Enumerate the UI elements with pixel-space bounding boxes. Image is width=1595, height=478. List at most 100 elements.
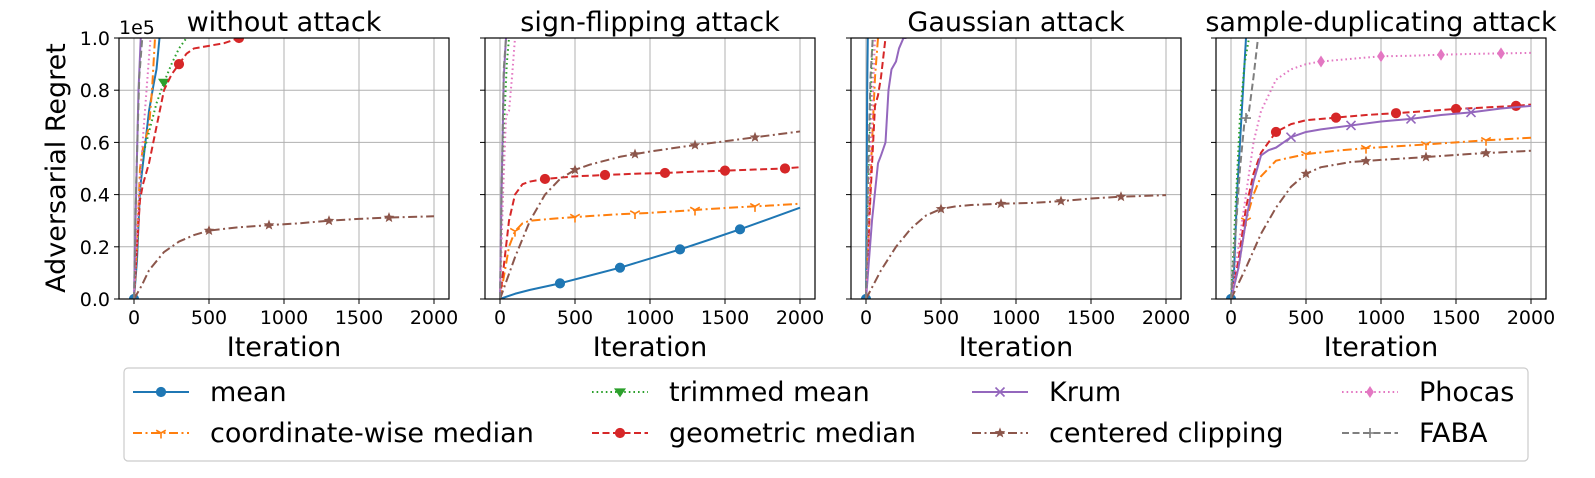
- marker-centered-clipping: [749, 131, 761, 142]
- panel-title: Gaussian attack: [907, 7, 1125, 38]
- series-line-centered-clipping: [499, 130, 801, 299]
- marker-trimmed-mean: [158, 78, 170, 88]
- marker-geometric-median: [173, 59, 185, 70]
- marker-geometric-median: [1450, 103, 1462, 115]
- marker-centered-clipping: [569, 164, 581, 175]
- marker-geometric-median: [659, 167, 671, 179]
- series-group: [499, 38, 801, 299]
- y-tick-label: 0.2: [80, 237, 110, 259]
- legend-label: Krum: [1049, 377, 1121, 408]
- y-axis-multiplier: 1e5: [119, 17, 155, 39]
- marker-geometric-median: [1510, 100, 1522, 111]
- x-tick-label: 0: [1225, 307, 1237, 329]
- legend-item-mean: mean: [133, 377, 287, 408]
- x-tick-label: 2000: [1507, 307, 1555, 329]
- panel-gaussian-attack: 0 500 1000 1500 2000 Gaussian attack Iteration: [846, 7, 1190, 363]
- legend-label: geometric median: [669, 418, 916, 449]
- series-line-centered-clipping: [1230, 149, 1532, 299]
- legend-entries: mean coordinate-wise median trimmed mean ge…: [133, 377, 1514, 449]
- series-group: [128, 38, 435, 299]
- marker-mean: [674, 244, 686, 255]
- marker-krum: [1405, 113, 1417, 124]
- marker-centered-clipping: [995, 198, 1007, 209]
- x-tick-label: 1500: [1067, 307, 1115, 329]
- x-tick-label: 500: [923, 307, 959, 329]
- series-line-phocas: [133, 38, 152, 299]
- legend-label: coordinate-wise median: [210, 418, 534, 449]
- legend-label: Phocas: [1419, 377, 1514, 408]
- legend-marker: [1365, 428, 1375, 438]
- legend-label: trimmed mean: [669, 377, 870, 408]
- legend-marker: [994, 386, 1006, 398]
- x-axis-label: Iteration: [1324, 332, 1439, 363]
- x-tick-label: 2000: [410, 307, 458, 329]
- y-tick-label: 0.4: [80, 185, 110, 207]
- panel-title: sign-flipping attack: [520, 7, 780, 38]
- marker-coordinate-wise-median: [1360, 144, 1372, 154]
- x-tick-label: 0: [860, 307, 872, 329]
- series-line-geometric-median: [865, 38, 887, 299]
- marker-centered-clipping: [1300, 168, 1312, 179]
- series-line-centered-clipping: [133, 215, 435, 299]
- marker-coordinate-wise-median: [569, 213, 581, 223]
- legend-marker: [155, 386, 167, 398]
- series-line-faba: [499, 38, 507, 299]
- y-tick-label: 0.8: [80, 80, 110, 102]
- legend-marker: [1366, 386, 1374, 398]
- panel-title: without attack: [187, 7, 382, 38]
- marker-geometric-median: [719, 165, 731, 176]
- marker-geometric-median: [1390, 108, 1402, 119]
- legend-marker: [155, 429, 167, 439]
- legend-item-faba: FABA: [1342, 418, 1488, 449]
- legend-item-trimmed-mean: trimmed mean: [592, 377, 870, 408]
- marker-centered-clipping: [1480, 147, 1492, 158]
- marker-geometric-median: [539, 173, 551, 185]
- x-tick-label: 2000: [776, 307, 824, 329]
- marker-krum: [1465, 107, 1477, 118]
- marker-centered-clipping: [1115, 191, 1127, 202]
- marker-geometric-median: [779, 163, 791, 174]
- x-tick-label: 0: [494, 307, 506, 329]
- marker-centered-clipping: [383, 211, 395, 223]
- marker-mean: [734, 224, 746, 235]
- x-tick-label: 500: [191, 307, 227, 329]
- series-line-faba: [865, 38, 874, 299]
- series-group: [860, 38, 1167, 299]
- marker-mean: [554, 278, 566, 289]
- marker-faba: [1241, 113, 1251, 124]
- grid: [119, 37, 449, 300]
- x-tick-label: 1500: [1432, 307, 1480, 329]
- marker-phocas: [1437, 48, 1445, 61]
- marker-centered-clipping: [1420, 151, 1432, 162]
- grid: [1216, 37, 1546, 300]
- legend-marker: [614, 388, 626, 398]
- series-line-coordinate-wise-median: [1230, 136, 1532, 299]
- marker-coordinate-wise-median: [509, 227, 521, 237]
- marker-coordinate-wise-median: [1420, 141, 1432, 150]
- x-tick-label: 1500: [701, 307, 749, 329]
- marker-coordinate-wise-median: [1480, 136, 1492, 146]
- legend-item-phocas: Phocas: [1342, 377, 1514, 408]
- series-line-mean: [499, 206, 801, 299]
- marker-centered-clipping: [323, 215, 335, 226]
- marker-centered-clipping: [263, 219, 275, 230]
- x-tick-label: 500: [557, 307, 593, 329]
- series-line-krum: [865, 38, 907, 299]
- series-line-phocas: [865, 38, 876, 299]
- marker-mean: [614, 262, 626, 273]
- marker-centered-clipping: [629, 148, 641, 159]
- x-tick-label: 0: [128, 307, 140, 329]
- series-line-trimmed-mean: [1230, 38, 1250, 299]
- panel-without-attack: 0 500 1000 1500 2000 0.0 0.2 0.4 0.6 0.8 1.0 withou…: [80, 7, 458, 363]
- marker-geometric-median: [1330, 112, 1342, 123]
- x-tick-label: 1000: [260, 307, 308, 329]
- series-line-krum: [1230, 104, 1532, 299]
- series-line-phocas: [1230, 51, 1532, 299]
- marker-coordinate-wise-median: [749, 202, 761, 212]
- legend-marker: [614, 427, 626, 439]
- series-line-faba: [1230, 38, 1259, 299]
- x-tick-label: 2000: [1142, 307, 1190, 329]
- series-group: [1225, 38, 1532, 299]
- legend-label: FABA: [1419, 418, 1488, 449]
